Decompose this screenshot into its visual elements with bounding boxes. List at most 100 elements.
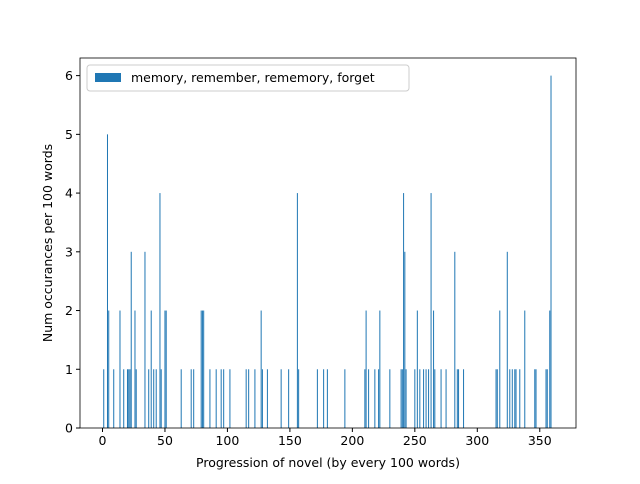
bar xyxy=(495,369,497,428)
bar xyxy=(180,369,182,428)
bar xyxy=(123,369,125,428)
bar xyxy=(524,310,526,428)
bar xyxy=(203,310,205,428)
bar xyxy=(106,134,108,428)
bar xyxy=(288,369,290,428)
bar xyxy=(534,369,536,428)
legend-label: memory, remember, rememory, forget xyxy=(131,70,375,85)
bar xyxy=(425,369,427,428)
x-tick-label: 200 xyxy=(340,433,364,448)
bar xyxy=(378,369,380,428)
bar xyxy=(463,369,465,428)
y-axis-label: Num occurances per 100 words xyxy=(40,144,55,342)
bar xyxy=(535,369,537,428)
bar xyxy=(229,369,231,428)
bar xyxy=(323,369,325,428)
bar xyxy=(456,369,458,428)
x-axis-label: Progression of novel (by every 100 words… xyxy=(196,455,460,470)
bar xyxy=(129,369,131,428)
bar xyxy=(165,310,167,428)
bar xyxy=(519,369,521,428)
bar xyxy=(379,310,381,428)
bar xyxy=(153,369,155,428)
bar xyxy=(428,369,430,428)
x-tick-label: 350 xyxy=(528,433,552,448)
y-tick-label: 0 xyxy=(65,421,73,436)
bar xyxy=(509,369,511,428)
bar xyxy=(368,369,370,428)
bar xyxy=(159,193,161,428)
bar xyxy=(401,369,403,428)
y-tick-label: 5 xyxy=(65,127,73,142)
bar xyxy=(506,251,508,428)
bar xyxy=(414,369,416,428)
bar xyxy=(445,369,447,428)
bar xyxy=(261,369,263,428)
bar xyxy=(454,251,456,428)
x-tick-label: 300 xyxy=(465,433,489,448)
bar xyxy=(545,369,547,428)
bar xyxy=(215,369,217,428)
bar xyxy=(160,369,162,428)
bar xyxy=(119,310,121,428)
bar xyxy=(344,369,346,428)
bar xyxy=(266,369,268,428)
bar xyxy=(135,369,137,428)
legend-swatch xyxy=(95,73,121,82)
x-tick-label: 50 xyxy=(157,433,173,448)
bar xyxy=(245,369,247,428)
bar xyxy=(419,369,421,428)
bar xyxy=(496,369,498,428)
bar xyxy=(433,310,435,428)
bar xyxy=(113,369,115,428)
bar xyxy=(134,310,136,428)
bar xyxy=(550,75,552,428)
bar xyxy=(423,369,425,428)
bar xyxy=(316,369,318,428)
y-tick-label: 4 xyxy=(65,186,73,201)
bar xyxy=(150,310,152,428)
bar xyxy=(499,310,501,428)
bar xyxy=(103,369,105,428)
bar xyxy=(190,369,192,428)
bar xyxy=(260,310,262,428)
bar xyxy=(365,310,367,428)
y-tick-label: 2 xyxy=(65,303,73,318)
bar xyxy=(108,310,110,428)
bar xyxy=(458,369,460,428)
bar xyxy=(549,310,551,428)
x-tick-label: 0 xyxy=(99,433,107,448)
bar xyxy=(404,251,406,428)
x-tick-label: 250 xyxy=(403,433,427,448)
bar xyxy=(130,251,132,428)
bar xyxy=(223,369,225,428)
bar xyxy=(220,369,222,428)
bar xyxy=(126,369,128,428)
bar xyxy=(515,369,517,428)
bar xyxy=(280,369,282,428)
bar xyxy=(326,369,328,428)
bar xyxy=(144,251,146,428)
bar xyxy=(403,193,405,428)
bar xyxy=(434,369,436,428)
bar xyxy=(209,369,211,428)
bar xyxy=(155,369,157,428)
y-tick-label: 6 xyxy=(65,68,73,83)
bar xyxy=(514,369,516,428)
plot-frame xyxy=(79,57,577,429)
bar xyxy=(148,369,150,428)
bar xyxy=(193,369,195,428)
bar xyxy=(201,310,203,428)
bar xyxy=(200,310,202,428)
bar xyxy=(298,369,300,428)
bar xyxy=(511,369,513,428)
bar xyxy=(374,369,376,428)
y-tick-label: 1 xyxy=(65,362,73,377)
x-tick-label: 100 xyxy=(215,433,239,448)
bar xyxy=(254,369,256,428)
bar xyxy=(364,369,366,428)
bar xyxy=(430,193,432,428)
bar xyxy=(416,310,418,428)
bar xyxy=(405,369,407,428)
